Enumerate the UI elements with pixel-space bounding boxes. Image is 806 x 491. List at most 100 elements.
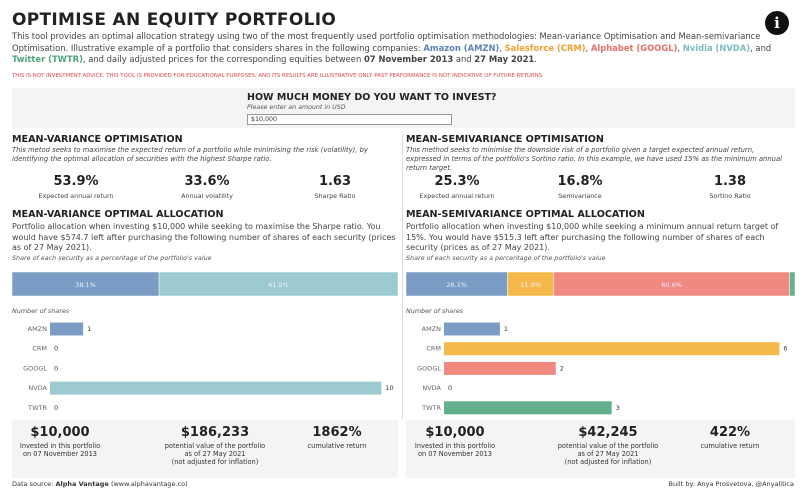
metric-label: Sharpe Ratio [314,192,356,200]
svg-text:i: i [774,14,780,32]
category-label: CRM [426,345,441,353]
bar [444,361,556,375]
metric-value: 53.9% [53,174,99,189]
allocation-text: Portfolio allocation when investing $10,… [12,222,396,252]
section-heading: MEAN-SEMIVARIANCE OPTIMISATION [406,134,604,145]
category-label: AMZN [422,325,442,333]
metric-label: Semivariance [558,192,602,200]
intro-text: , [499,42,505,53]
bar [444,342,780,356]
company: Twitter (TWTR) [12,54,83,64]
divider [402,134,403,419]
bar [444,322,500,336]
allocation-text: Portfolio allocation when investing $10,… [406,222,779,252]
source: Data source: Alpha Vantage (www.alphavan… [12,480,188,488]
category-label: CRM [32,345,47,353]
intro-text: This tool provides an optimal allocation… [12,31,761,53]
section-description: This method seeks to minimise the downsi… [406,146,782,172]
company: Nvidia (NVDA) [682,42,751,53]
summary-panel [12,420,398,478]
data-label: 26.1% [446,281,467,289]
company: Alphabet (GOOGL) [590,42,678,53]
info-icon[interactable]: i [764,10,790,36]
summary-label: Invested in this portfolio [414,442,496,450]
input-question: HOW MUCH MONEY DO YOU WANT TO INVEST? [247,92,497,103]
bar-chart: AMZN 1 CRM 0 GOOGL 0 NVDA 10 TWTR 0 [23,322,394,412]
category-label: TWTR [27,404,47,412]
metric-value: 1.63 [318,174,352,189]
data-label: 2 [560,364,564,372]
date: 07 November 2013 [363,54,454,64]
chart-title: Share of each security as a percentage o… [406,254,606,262]
data-label: 0 [54,345,58,353]
data-label: 0 [448,384,452,392]
metric-label: Sortino Ratio [709,192,751,200]
summary-label: cumulative return [700,442,760,450]
chart-title: Share of each security as a percentage o… [12,254,212,262]
bar-segment [789,272,795,297]
company: Amazon (AMZN) [423,42,500,53]
summary-value: 422% [709,425,751,440]
metric-label: Annual volatility [181,192,233,200]
category-label: NVDA [422,384,441,392]
data-label: 60.6% [661,281,682,289]
data-label: 0 [54,364,58,372]
category-label: GOOGL [23,364,47,372]
data-label: 61.9% [268,281,289,289]
data-label: 6 [783,345,787,353]
disclaimer: THIS IS NOT INVESTMENT ADVICE. THIS TOOL… [12,73,544,79]
metric-label: Expected annual return [419,192,495,200]
stacked-bar-chart: 26.1% 11.9% 60.6% [406,272,795,297]
category-label: NVDA [28,384,47,392]
data-label: 11.9% [520,281,541,289]
summary-value: $186,233 [180,425,250,440]
intro-text: , and [750,42,772,53]
section-description: This metod seeks to maximise the expecte… [12,146,368,163]
source-url: (www.alphavantage.co) [108,480,188,488]
allocation-heading: MEAN-SEMIVARIANCE OPTIMAL ALLOCATION [406,209,645,220]
stacked-bar-chart: 38.1% 61.9% [12,272,398,297]
summary-label: as of 27 May 2021 [577,450,639,458]
data-label: 0 [54,404,58,412]
date: 27 May 2021 [474,54,535,64]
chart-title: Number of shares [406,307,464,315]
credit: Built by: Anya Prosvetova, @Anyalitica [668,480,794,488]
summary-label: (not adjusted for inflation) [171,458,259,466]
intro-text: . [534,54,537,64]
allocation-heading: MEAN-VARIANCE OPTIMAL ALLOCATION [12,209,224,220]
summary-value: $10,000 [30,425,90,440]
intro-text: , [585,42,591,53]
category-label: AMZN [28,325,48,333]
metric-value: 16.8% [557,174,603,189]
category-label: TWTR [421,404,441,412]
company: Salesforce (CRM) [504,42,586,53]
amount-input[interactable]: $10,000 [247,114,452,125]
summary-label: cumulative return [307,442,367,450]
bar-segment [158,272,398,297]
intro-text: , and daily adjusted prices for the corr… [82,54,364,64]
metric-value: 25.3% [434,174,480,189]
data-label: 10 [385,384,393,392]
summary-label: on 07 November 2013 [23,450,97,458]
bar-segment [406,272,508,297]
intro: This tool provides an optimal allocation… [12,31,787,66]
data-label: 3 [616,404,620,412]
input-hint: Please enter an amount in USD [247,104,346,111]
intro-text: , [677,42,683,53]
data-label: 1 [504,325,508,333]
summary-label: Invested in this portfolio [19,442,101,450]
metric-value: 33.6% [184,174,230,189]
bar-chart: AMZN 1 CRM 6 GOOGL 2 NVDA 0 TWTR 3 [417,322,788,415]
chart-title: Number of shares [12,307,70,315]
summary-label: (not adjusted for inflation) [564,458,652,466]
metric-label: Expected annual return [38,192,114,200]
data-label: 38.1% [75,281,96,289]
intro-text: and [453,54,475,64]
bar [444,401,612,415]
summary-label: potential value of the portfolio [557,442,659,450]
summary-value: 1862% [312,425,362,440]
summary-panel [406,420,795,478]
title: OPTIMISE AN EQUITY PORTFOLIO [12,10,337,30]
summary-label: on 07 November 2013 [418,450,492,458]
